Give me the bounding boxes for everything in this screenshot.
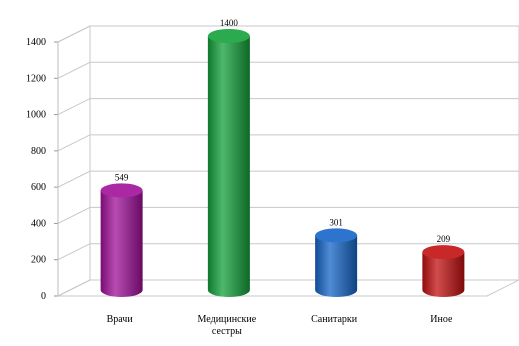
back-wall (89, 25, 519, 281)
bar-body (315, 235, 358, 297)
bar: 301 (315, 217, 358, 297)
data-label: 549 (115, 172, 129, 182)
bar-top (315, 228, 358, 243)
data-label: 209 (437, 234, 451, 244)
bar-body (100, 190, 143, 297)
bar: 549 (100, 172, 143, 297)
gridline (57, 206, 519, 224)
y-tick-label: 1400 (26, 37, 46, 48)
data-label: 301 (329, 217, 343, 227)
gridline (57, 25, 519, 43)
x-tick-label: Иное (430, 314, 453, 325)
x-tick-label: сестры (212, 326, 242, 337)
chart-walls (57, 25, 519, 297)
y-tick-label: 1200 (26, 73, 46, 84)
gridline (57, 170, 519, 188)
gridline (57, 134, 519, 152)
gridlines (57, 25, 519, 297)
data-label: 1400 (220, 18, 239, 28)
y-tick-label: 1000 (26, 110, 46, 121)
y-tick-label: 200 (31, 255, 46, 266)
y-tick-label: 800 (31, 146, 46, 157)
bar-top (422, 245, 465, 260)
x-tick-label: Санитарки (311, 314, 358, 325)
y-tick-label: 400 (31, 218, 46, 229)
y-tick-label: 600 (31, 182, 46, 193)
gridline (57, 243, 519, 261)
x-tick-label: Медицинские (198, 314, 257, 325)
bar: 1400 (207, 18, 250, 297)
x-tick-label: Врачи (107, 314, 134, 325)
bars: 549 1400 301 209 (100, 18, 465, 297)
gridline (57, 98, 519, 116)
y-axis-ticks: 0 200 400 600 800 1000 1200 1400 (26, 37, 59, 302)
gridline (57, 279, 519, 297)
y-tick-label: 0 (41, 291, 46, 302)
bar-body (422, 252, 465, 297)
bar-body (207, 36, 250, 297)
bar: 209 (422, 234, 465, 297)
gridline (57, 61, 519, 79)
side-wall (57, 25, 91, 297)
bar-top (207, 29, 250, 43)
bar-top (100, 183, 143, 198)
